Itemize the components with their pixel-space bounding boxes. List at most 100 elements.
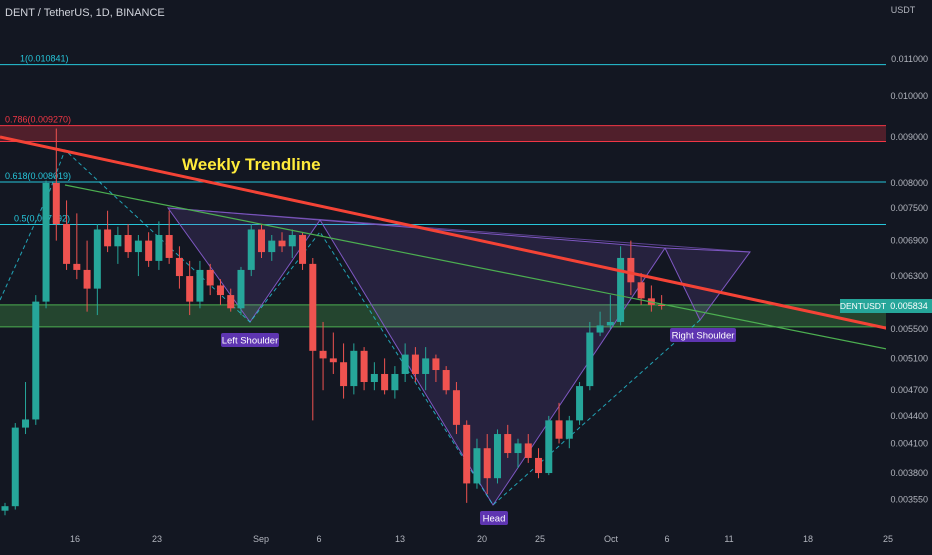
fib-levels-layer: 1(0.010841) 0.786(0.009270) 0.618(0.008019… — [0, 54, 886, 225]
candle-body — [63, 224, 71, 264]
candle-body — [42, 182, 50, 302]
candle-body — [473, 448, 481, 484]
candle-body — [145, 240, 153, 261]
trendlines-layer — [0, 135, 932, 359]
weekly-trendline-label: Weekly Trendline — [182, 155, 321, 174]
candle-body — [227, 295, 235, 309]
candle-body — [278, 240, 286, 247]
candle-body — [196, 269, 204, 302]
candle-body — [370, 373, 378, 383]
fib-label-0786: 0.786(0.009270) — [5, 115, 71, 125]
candle-body — [637, 282, 645, 299]
price-tick-label: 0.005100 — [890, 353, 928, 363]
neckline — [64, 184, 932, 359]
candle-body — [524, 443, 532, 458]
candle-body — [606, 321, 614, 326]
candle-body — [452, 390, 460, 425]
candle-body — [432, 358, 440, 371]
candle-body — [155, 235, 163, 261]
candle-body — [83, 269, 91, 289]
candle-body — [93, 229, 101, 289]
candle-body — [586, 332, 594, 387]
candle-body — [576, 386, 584, 421]
head-shoulders-pattern-layer — [0, 149, 751, 506]
candle-body — [411, 354, 419, 374]
candle-body — [175, 257, 183, 277]
time-tick-label: Sep — [253, 534, 269, 544]
candle-body — [340, 362, 348, 387]
candle-body — [73, 263, 81, 270]
price-tick-label: 0.008000 — [890, 178, 928, 188]
price-tick-label: 0.007500 — [890, 203, 928, 213]
price-tick-label: 0.006900 — [890, 236, 928, 246]
symbol-title: DENT / TetherUS, 1D, BINANCE — [5, 7, 165, 19]
candle-body — [309, 263, 317, 351]
candle-body — [565, 420, 573, 439]
candle-body — [104, 229, 112, 247]
candle-body — [463, 424, 471, 484]
time-tick-label: 13 — [395, 534, 405, 544]
time-tick-label: 18 — [803, 534, 813, 544]
currency-label: USDT — [891, 5, 916, 15]
fib-label-1: 1(0.010841) — [20, 54, 69, 64]
current-price-tag: 0.005834 — [890, 301, 928, 311]
candle-body — [381, 373, 389, 391]
price-tick-label: 0.005500 — [890, 324, 928, 334]
candle-body — [237, 269, 245, 309]
candle-body — [329, 358, 337, 363]
candle-body — [52, 182, 60, 225]
candle-body — [258, 229, 265, 253]
time-tick-label: Oct — [604, 534, 619, 544]
time-tick-label: 11 — [724, 534, 733, 544]
price-tick-label: 0.010000 — [890, 91, 928, 101]
candle-body — [504, 434, 512, 454]
candle-body — [124, 235, 132, 253]
candle-body — [11, 427, 19, 507]
candle-body — [360, 350, 368, 383]
current-symbol-tag-bg — [840, 299, 886, 314]
pattern-dashed-path — [0, 149, 701, 506]
candle-body — [350, 350, 358, 387]
head-label-bg — [480, 511, 508, 525]
fib-label-0618: 0.618(0.008019) — [5, 171, 71, 181]
candle-body — [1, 506, 9, 511]
time-tick-label: 20 — [477, 534, 487, 544]
time-axis-bg — [0, 528, 932, 550]
candle-body — [299, 235, 307, 264]
price-tick-label: 0.011000 — [891, 54, 928, 64]
price-tick-label: 0.009000 — [890, 132, 928, 142]
fib-label-05: 0.5(0.007192) — [14, 213, 70, 223]
price-tick-label: 0.004100 — [890, 438, 928, 448]
time-tick-label: 6 — [316, 534, 321, 544]
candle-body — [658, 304, 666, 307]
candle-body — [555, 420, 563, 439]
pattern-top-line — [167, 207, 751, 253]
right-shoulder-label: Right Shoulder — [672, 331, 735, 342]
price-tick-label: 0.003800 — [890, 468, 928, 478]
candle-body — [32, 301, 40, 420]
candle-body — [493, 434, 501, 479]
candle-body — [288, 235, 296, 247]
candle-body — [247, 229, 255, 270]
time-tick-label: 25 — [535, 534, 545, 544]
candle-body — [514, 443, 522, 454]
candle-body — [596, 325, 604, 333]
candle-body — [186, 276, 194, 302]
left-shoulder-label-bg — [221, 333, 279, 347]
candle-body — [627, 257, 635, 283]
candle-body — [442, 370, 450, 391]
candle-body — [545, 420, 553, 474]
candle-body — [268, 240, 276, 253]
fib-0786-zone — [0, 125, 886, 142]
price-tick-label: 0.006300 — [890, 271, 928, 281]
time-tick-label: 25 — [883, 534, 893, 544]
candle-body — [22, 419, 30, 428]
time-tick-label: 23 — [152, 534, 162, 544]
candle-body — [114, 235, 122, 247]
price-axis-bg — [886, 0, 932, 550]
candle-body — [422, 358, 430, 374]
candle-body — [617, 257, 625, 322]
